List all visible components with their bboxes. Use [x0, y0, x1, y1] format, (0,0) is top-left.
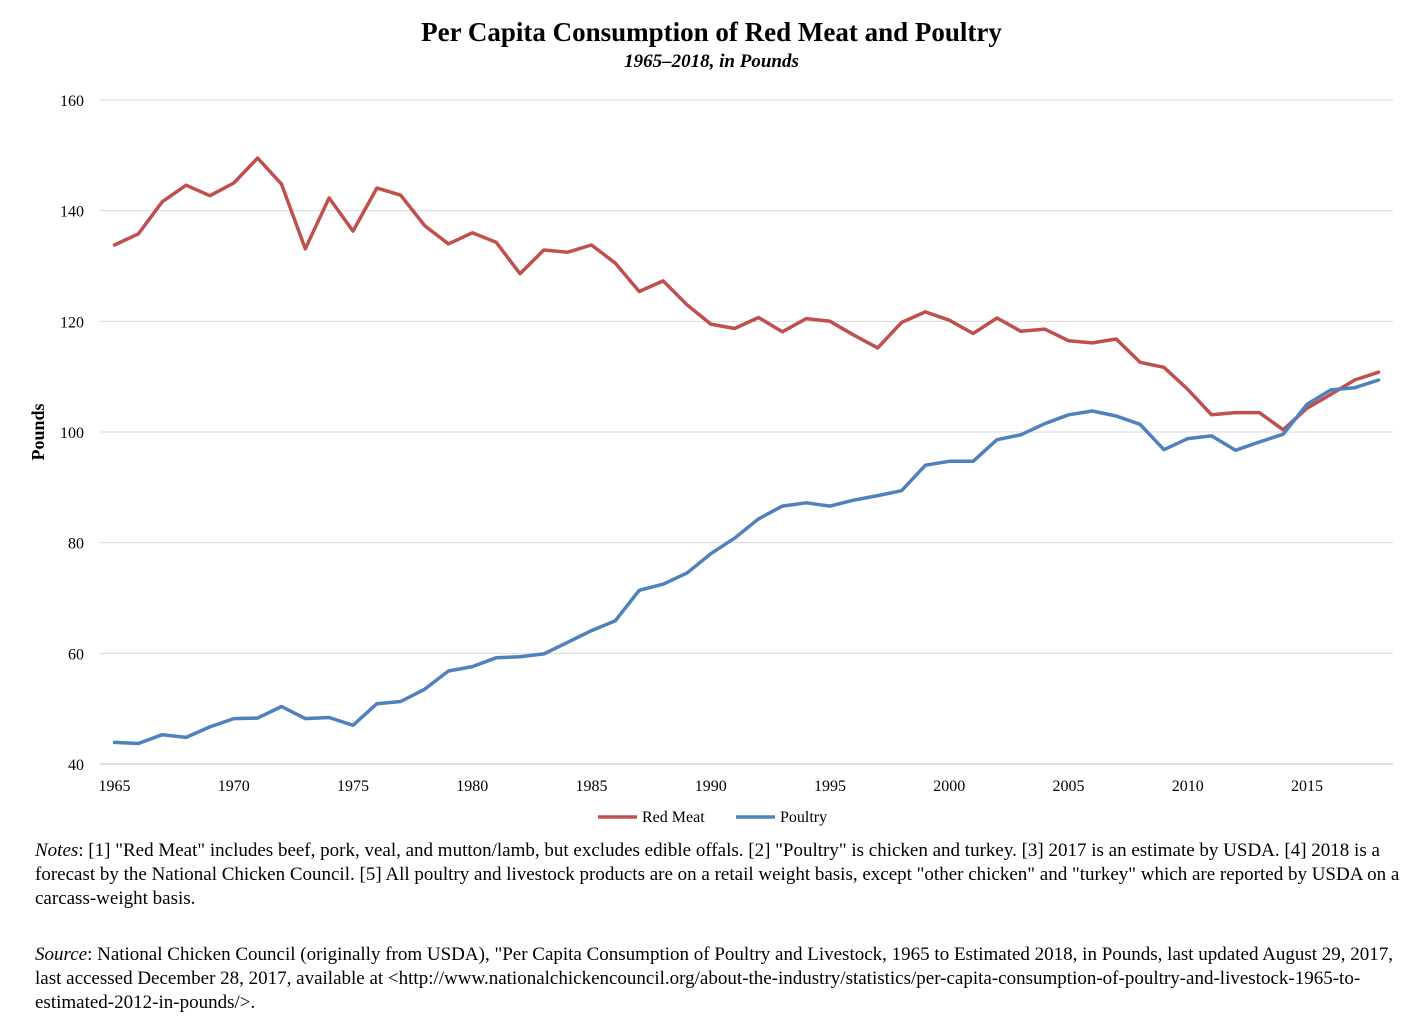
x-tick-label: 1985 — [576, 778, 608, 795]
y-tick-label: 140 — [60, 204, 84, 221]
x-tick-label: 1990 — [695, 778, 727, 795]
x-tick-label: 2015 — [1291, 778, 1323, 795]
source-text: : National Chicken Council (originally f… — [35, 944, 1394, 1013]
legend-label-red-meat: Red Meat — [642, 809, 705, 826]
x-tick-label: 2005 — [1053, 778, 1085, 795]
legend: Red Meat Poultry — [598, 809, 827, 826]
chart-subtitle: 1965–2018, in Pounds — [624, 51, 799, 72]
x-tick-label: 1980 — [456, 778, 488, 795]
legend-label-poultry: Poultry — [780, 809, 827, 826]
series-line-red-meat — [112, 156, 1381, 432]
y-axis-title: Pounds — [28, 403, 48, 460]
x-tick-label: 1995 — [814, 778, 846, 795]
x-axis-ticks: 1965 1970 1975 1980 1985 1990 1995 2000 2005 2010… — [99, 778, 1324, 795]
x-tick-label: 2000 — [933, 778, 965, 795]
notes-text: : [1] "Red Meat" includes beef, pork, ve… — [35, 840, 1400, 909]
gridlines — [100, 99, 1393, 654]
y-tick-label: 120 — [60, 314, 84, 331]
chart-title: Per Capita Consumption of Red Meat and P… — [421, 17, 1002, 47]
series-lines — [112, 156, 1381, 746]
y-tick-label: 40 — [68, 757, 84, 774]
source-lead: Source — [35, 944, 88, 965]
x-tick-label: 1965 — [99, 778, 131, 795]
y-tick-label: 100 — [60, 425, 84, 442]
x-tick-label: 1970 — [218, 778, 250, 795]
y-axis-ticks: 40 60 80 100 120 140 160 — [60, 93, 84, 774]
series-line-poultry — [112, 378, 1381, 746]
x-tick-label: 1975 — [337, 778, 369, 795]
notes-lead: Notes — [35, 840, 79, 861]
x-tick-label: 2010 — [1172, 778, 1204, 795]
y-tick-label: 60 — [68, 646, 84, 663]
chart-source: Source: National Chicken Council (origin… — [35, 943, 1405, 1015]
y-tick-label: 80 — [68, 536, 84, 553]
chart-notes: Notes: [1] "Red Meat" includes beef, por… — [35, 839, 1405, 911]
y-tick-label: 160 — [60, 93, 84, 110]
